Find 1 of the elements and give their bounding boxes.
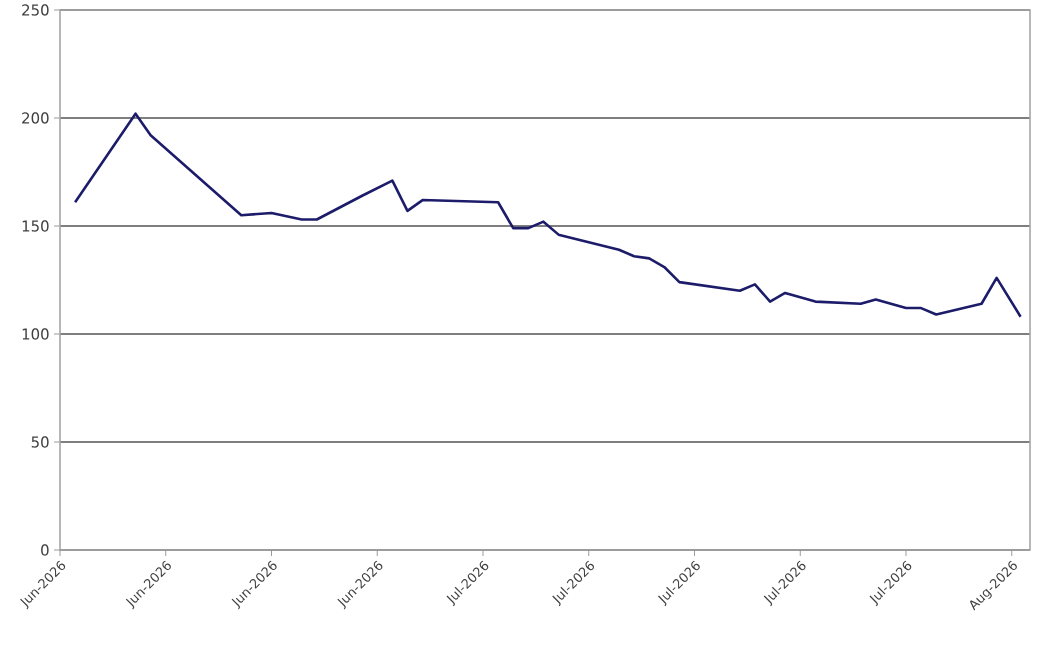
line-series (73, 112, 1022, 319)
